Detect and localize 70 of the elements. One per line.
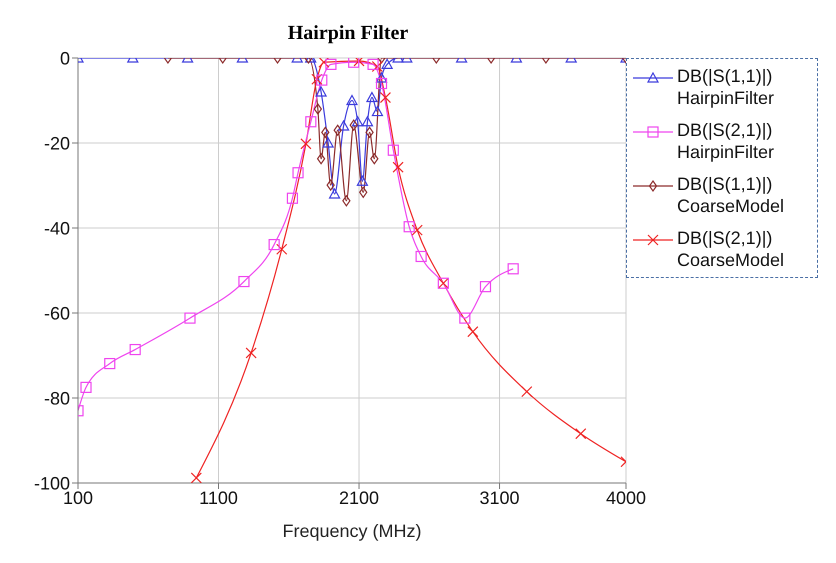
point	[350, 120, 358, 131]
point	[321, 126, 330, 138]
point	[311, 74, 322, 85]
point	[292, 167, 304, 178]
x-tick-label: 1100	[199, 488, 238, 508]
point	[246, 347, 257, 359]
point	[316, 74, 328, 86]
point	[459, 312, 470, 324]
y-tick-label: -20	[44, 133, 70, 154]
y-tick-label: 0	[60, 48, 70, 68]
y-tick-label: -60	[44, 303, 70, 324]
point	[575, 428, 586, 440]
point	[372, 106, 384, 116]
point	[366, 92, 378, 102]
point	[286, 192, 298, 204]
point	[508, 263, 519, 274]
legend-label: DB(|S(2,1)|) HairpinFilter	[677, 119, 776, 163]
point	[276, 244, 288, 255]
y-tick-label: -40	[44, 218, 70, 238]
point	[356, 176, 368, 186]
point	[300, 138, 312, 150]
point	[322, 137, 334, 148]
point	[388, 144, 399, 156]
x-tick-label: 2100	[339, 488, 380, 508]
x-axis-title: Frequency (MHz)	[282, 521, 422, 541]
point	[359, 186, 368, 198]
point	[328, 188, 340, 199]
point	[190, 472, 202, 483]
point	[416, 250, 427, 262]
point	[130, 344, 141, 356]
point	[334, 124, 342, 136]
point	[382, 58, 393, 69]
point	[326, 179, 335, 191]
point	[521, 386, 532, 398]
point	[184, 312, 196, 324]
chart-title: Hairpin Filter	[286, 22, 410, 45]
point	[362, 116, 374, 126]
point	[338, 120, 350, 131]
point	[342, 195, 350, 206]
point	[467, 326, 478, 338]
point	[404, 221, 415, 232]
x-tick-label: 4000	[606, 488, 646, 508]
point	[352, 116, 364, 126]
y-tick-label: -80	[44, 388, 70, 408]
point	[370, 153, 378, 164]
point	[348, 58, 360, 68]
point	[238, 276, 250, 288]
point	[365, 126, 374, 138]
point	[372, 60, 383, 72]
point	[314, 103, 322, 115]
point	[376, 78, 388, 90]
point	[325, 58, 337, 70]
point	[268, 238, 280, 250]
point	[315, 86, 327, 97]
point	[380, 92, 392, 104]
point	[367, 58, 379, 70]
point	[305, 116, 316, 128]
point	[316, 153, 326, 164]
point	[104, 358, 116, 370]
legend-label: DB(|S(2,1)|) CoarseModel	[677, 227, 786, 271]
point	[346, 94, 358, 106]
point	[376, 72, 388, 83]
x-tick-label: 3100	[480, 488, 520, 508]
point	[480, 281, 492, 292]
legend-label: DB(|S(1,1)|) CoarseModel	[677, 173, 786, 217]
point	[412, 224, 423, 236]
legend-label: DB(|S(1,1)|) HairpinFilter	[677, 65, 776, 109]
point	[318, 58, 330, 68]
point	[392, 162, 404, 173]
point	[80, 382, 92, 393]
